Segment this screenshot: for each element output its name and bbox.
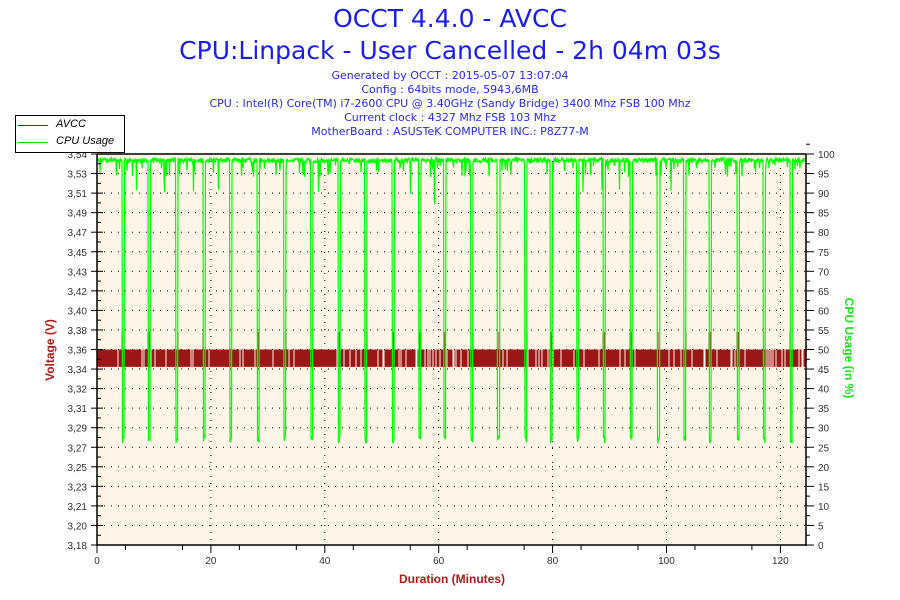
info-motherboard: MotherBoard : ASUSTeK COMPUTER INC.: P8Z… <box>311 125 589 138</box>
x-axis-label: Duration (Minutes) <box>399 572 505 586</box>
info-clock: Current clock : 4327 Mhz FSB 103 Mhz <box>344 111 556 124</box>
y2-tick-label: 25 <box>818 443 830 454</box>
y-tick-label: 3,43 <box>68 267 88 278</box>
legend: AVCC CPU Usage <box>15 115 125 153</box>
y-tick-label: 3,45 <box>68 248 88 259</box>
y-axis-label: Voltage (V) <box>43 319 57 381</box>
y2-tick-label: 100 <box>818 150 835 161</box>
legend-item-cpu: CPU Usage <box>16 135 124 149</box>
y2-tick-label: 90 <box>818 189 830 200</box>
y-tick-label: 3,23 <box>68 482 88 493</box>
y2-tick-label: 0 <box>818 541 824 552</box>
legend-label: CPU Usage <box>56 135 115 147</box>
legend-swatch-cpu <box>18 142 48 143</box>
y-tick-label: 3,18 <box>68 541 88 552</box>
y2-tick-label: 50 <box>818 346 830 357</box>
y-tick-label: 3,32 <box>68 385 88 396</box>
x-tick-label: 80 <box>547 556 559 567</box>
x-tick-label: 0 <box>94 556 100 567</box>
y-tick-label: 3,20 <box>68 521 88 532</box>
legend-label: AVCC <box>56 118 86 130</box>
avcc-series <box>97 332 806 367</box>
y2-tick-label: 75 <box>818 248 830 259</box>
legend-item-avcc: AVCC <box>16 118 124 132</box>
y2-tick-label: 10 <box>818 502 830 513</box>
info-config: Config : 64bits mode, 5943,6MB <box>361 83 539 96</box>
y-tick-label: 3,42 <box>68 287 88 298</box>
legend-swatch-avcc <box>18 125 48 126</box>
y2-tick-label: 20 <box>818 463 830 474</box>
y2-tick-label: 85 <box>818 209 830 220</box>
y-tick-label: 3,38 <box>68 326 88 337</box>
y2-tick-label: 15 <box>818 482 830 493</box>
x-tick-label: 120 <box>772 556 789 567</box>
y2-axis-label: CPU Usage (in %) <box>842 297 856 399</box>
y2-tick-label: 65 <box>818 287 830 298</box>
y2-tick-label: 80 <box>818 228 830 239</box>
y-tick-label: 3,25 <box>68 463 88 474</box>
y-tick-label: 3,27 <box>68 443 88 454</box>
y-tick-label: 3,40 <box>68 306 88 317</box>
x-tick-label: 40 <box>319 556 331 567</box>
y-tick-label: 3,51 <box>68 189 88 200</box>
y2-tick-label: 60 <box>818 306 830 317</box>
x-tick-label: 60 <box>433 556 445 567</box>
info-cpu: CPU : Intel(R) Core(TM) i7-2600 CPU @ 3.… <box>209 97 691 110</box>
y2-tick-label: 5 <box>818 521 824 532</box>
y-tick-label: 3,34 <box>68 365 88 376</box>
y-tick-label: 3,29 <box>68 424 88 435</box>
x-tick-label: 100 <box>658 556 675 567</box>
y2-tick-label: 70 <box>818 267 830 278</box>
y-tick-label: 3,53 <box>68 170 88 181</box>
chart-subtitle: CPU:Linpack - User Cancelled - 2h 04m 03… <box>179 36 721 65</box>
y-tick-label: 3,49 <box>68 209 88 220</box>
chart-title: OCCT 4.4.0 - AVCC <box>333 4 567 33</box>
y2-tick-label: 95 <box>818 170 830 181</box>
y2-tick-label: 30 <box>818 424 830 435</box>
y-tick-label: 3,54 <box>68 150 88 161</box>
y2-tick-label: 55 <box>818 326 830 337</box>
cpu-usage-series <box>97 155 807 445</box>
y-tick-label: 3,47 <box>68 228 88 239</box>
x-tick-label: 20 <box>205 556 217 567</box>
y-tick-label: 3,31 <box>68 404 88 415</box>
y-tick-label: 3,21 <box>68 502 88 513</box>
y2-tick-label: 45 <box>818 365 830 376</box>
info-generated: Generated by OCCT : 2015-05-07 13:07:04 <box>331 69 569 82</box>
y-tick-label: 3,36 <box>68 346 88 357</box>
y2-tick-label: 35 <box>818 404 830 415</box>
y2-tick-label: 40 <box>818 385 830 396</box>
